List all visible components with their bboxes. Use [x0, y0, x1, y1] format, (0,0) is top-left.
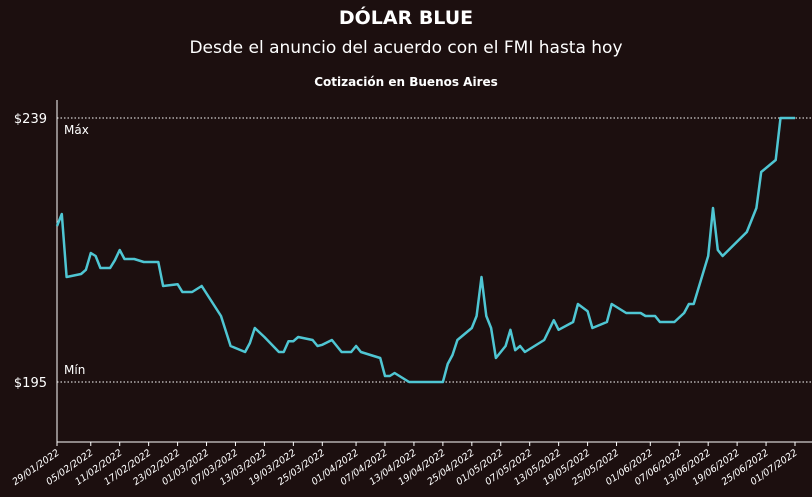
chart-subtitle: Desde el anuncio del acuerdo con el FMI … — [189, 38, 622, 58]
y-tick-label: $239 — [14, 112, 47, 127]
price-line — [55, 116, 795, 384]
chart-title: DÓLAR BLUE — [339, 5, 473, 29]
min-annotation: Mín — [64, 363, 85, 377]
y-tick-label: $195 — [14, 376, 47, 391]
chart-caption: Cotización en Buenos Aires — [314, 75, 498, 89]
max-annotation: Máx — [64, 123, 89, 137]
